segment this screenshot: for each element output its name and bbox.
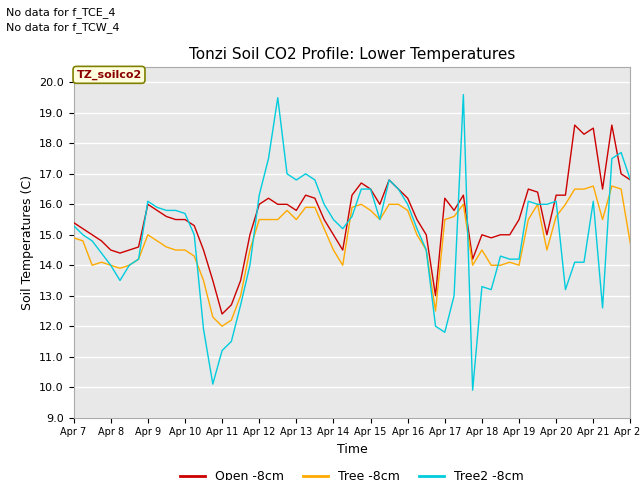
- Title: Tonzi Soil CO2 Profile: Lower Temperatures: Tonzi Soil CO2 Profile: Lower Temperatur…: [189, 47, 515, 62]
- Y-axis label: Soil Temperatures (C): Soil Temperatures (C): [20, 175, 33, 310]
- X-axis label: Time: Time: [337, 443, 367, 456]
- Text: No data for f_TCE_4: No data for f_TCE_4: [6, 7, 116, 18]
- Legend: Open -8cm, Tree -8cm, Tree2 -8cm: Open -8cm, Tree -8cm, Tree2 -8cm: [175, 466, 529, 480]
- Text: No data for f_TCW_4: No data for f_TCW_4: [6, 22, 120, 33]
- Text: TZ_soilco2: TZ_soilco2: [76, 70, 141, 80]
